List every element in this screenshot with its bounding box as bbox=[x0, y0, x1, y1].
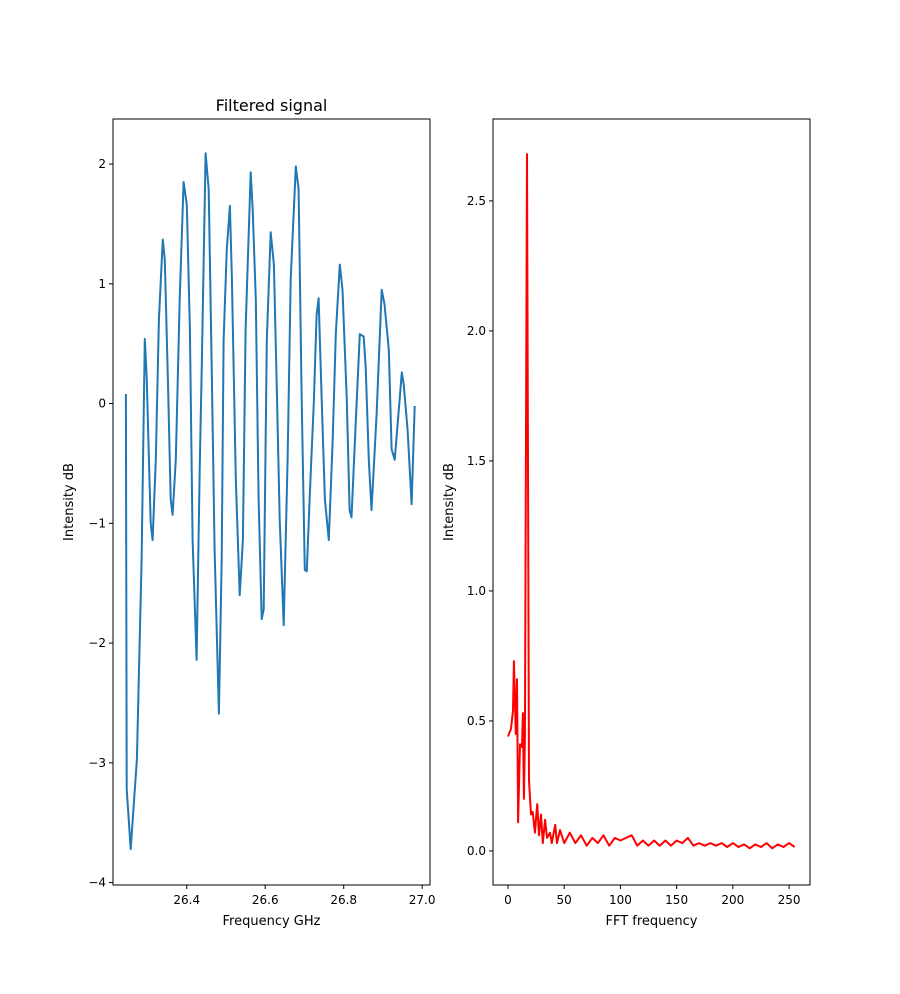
x-tick-label: 26.8 bbox=[330, 893, 357, 907]
y-tick: 2.5 bbox=[467, 194, 493, 208]
y-tick: 1 bbox=[98, 277, 113, 291]
y-tick: 0.5 bbox=[467, 714, 493, 728]
y-tick-label: −2 bbox=[88, 636, 106, 650]
y-tick: −2 bbox=[88, 636, 113, 650]
x-tick: 250 bbox=[778, 885, 801, 907]
chart-title: Filtered signal bbox=[216, 96, 328, 115]
x-tick-label: 200 bbox=[721, 893, 744, 907]
y-tick-label: 0.0 bbox=[467, 844, 486, 858]
x-tick-label: 26.4 bbox=[173, 893, 200, 907]
y-axis-label: Intensity dB bbox=[62, 463, 77, 541]
y-tick: 2 bbox=[98, 157, 113, 171]
left-axes-filtered-signal: 26.4 26.6 26.8 27.0 −4 −3 −2 −1 0 1 2 Frequency GHz… bbox=[62, 96, 436, 929]
x-tick: 26.6 bbox=[252, 885, 279, 907]
y-tick-label: 2 bbox=[98, 157, 106, 171]
y-tick-label: 1 bbox=[98, 277, 106, 291]
x-tick: 100 bbox=[609, 885, 632, 907]
y-tick-label: −1 bbox=[88, 516, 106, 530]
x-tick-label: 27.0 bbox=[409, 893, 436, 907]
x-tick-label: 100 bbox=[609, 893, 632, 907]
x-tick-label: 0 bbox=[504, 893, 512, 907]
y-tick: −1 bbox=[88, 516, 113, 530]
y-tick-label: 2.0 bbox=[467, 324, 486, 338]
y-axis-label: Intensity dB bbox=[442, 463, 457, 541]
x-tick: 26.8 bbox=[330, 885, 357, 907]
x-tick: 27.0 bbox=[409, 885, 436, 907]
axes-frame bbox=[112, 118, 431, 886]
axes-frame bbox=[492, 118, 811, 886]
x-axis-label: Frequency GHz bbox=[223, 914, 321, 929]
x-tick: 150 bbox=[665, 885, 688, 907]
y-tick: 1.0 bbox=[467, 584, 493, 598]
data-series-line bbox=[124, 152, 416, 851]
x-tick-label: 50 bbox=[557, 893, 572, 907]
y-tick-label: 1.5 bbox=[467, 454, 486, 468]
x-tick-label: 26.6 bbox=[252, 893, 279, 907]
right-axes-fft: 0 50 100 150 200 250 0.0 0.5 1.0 1.5 2.0 2.5 FFT fre… bbox=[442, 118, 811, 929]
y-tick: −4 bbox=[88, 876, 113, 890]
x-tick-label: 250 bbox=[778, 893, 801, 907]
y-tick-label: 2.5 bbox=[467, 194, 486, 208]
x-tick: 50 bbox=[557, 885, 572, 907]
y-tick-label: −4 bbox=[88, 876, 106, 890]
y-tick: −3 bbox=[88, 756, 113, 770]
y-tick: 0 bbox=[98, 397, 113, 411]
data-series-line bbox=[507, 153, 796, 850]
y-tick-label: 0.5 bbox=[467, 714, 486, 728]
y-tick: 2.0 bbox=[467, 324, 493, 338]
y-tick: 0.0 bbox=[467, 844, 493, 858]
y-tick-label: −3 bbox=[88, 756, 106, 770]
y-tick: 1.5 bbox=[467, 454, 493, 468]
x-axis-label: FFT frequency bbox=[605, 914, 697, 929]
x-tick: 26.4 bbox=[173, 885, 200, 907]
x-tick: 0 bbox=[504, 885, 512, 907]
y-tick-label: 0 bbox=[98, 397, 106, 411]
y-tick-label: 1.0 bbox=[467, 584, 486, 598]
x-tick-label: 150 bbox=[665, 893, 688, 907]
x-tick: 200 bbox=[721, 885, 744, 907]
